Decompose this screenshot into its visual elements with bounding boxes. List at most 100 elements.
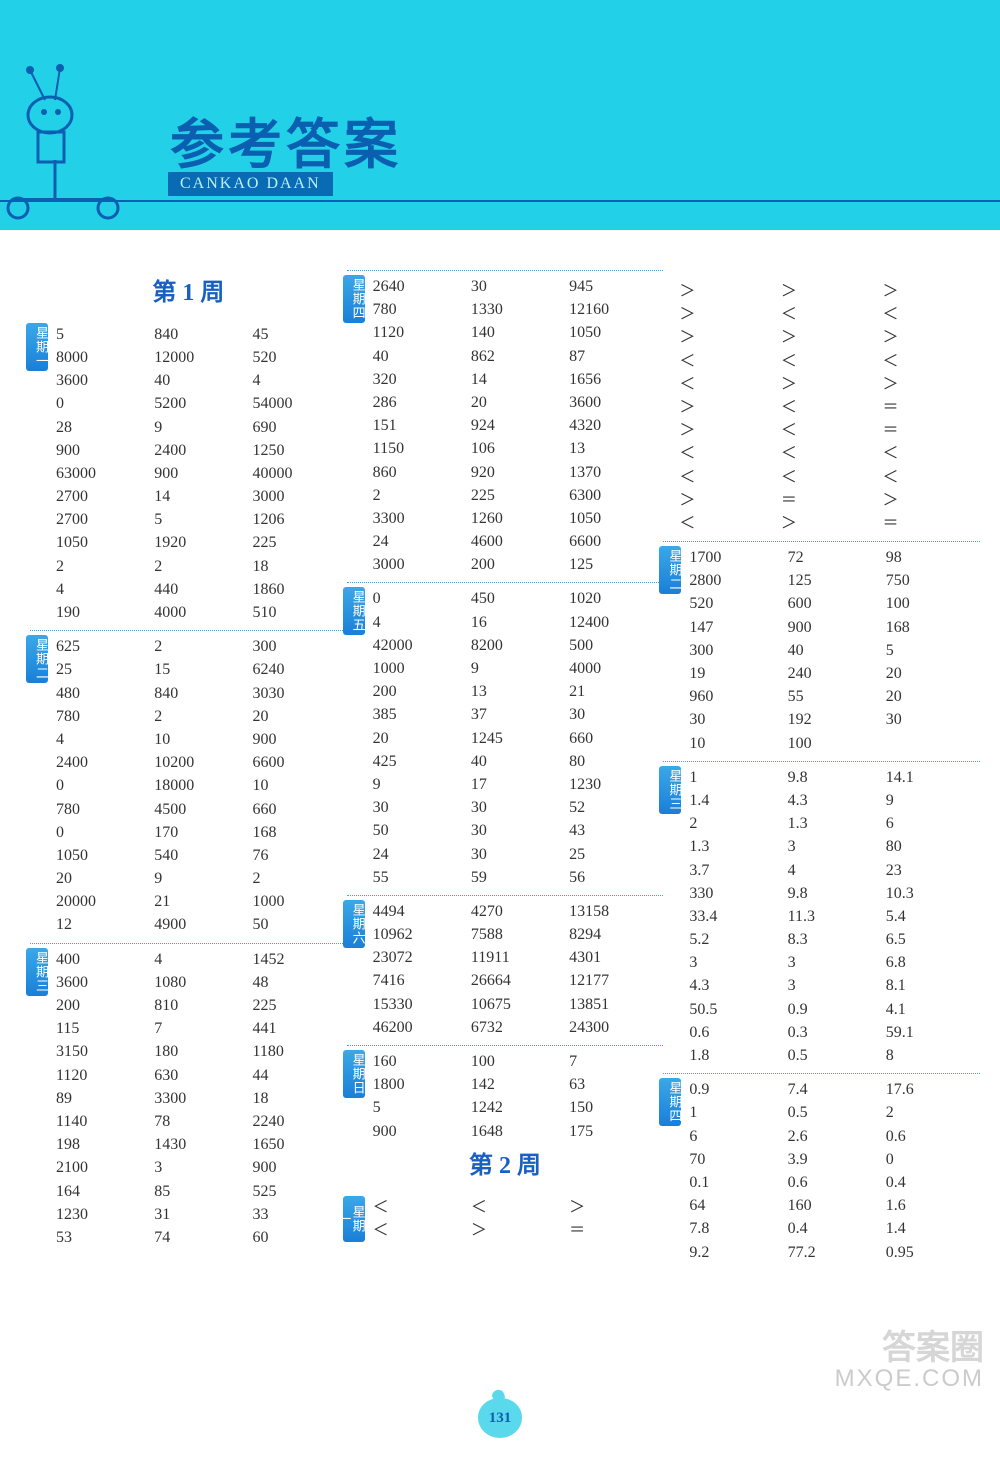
answer-cell: 4000: [150, 601, 248, 624]
answer-cell: 441: [248, 1017, 346, 1040]
answer-cell: 76: [248, 844, 346, 867]
answer-cell: 2100: [52, 1156, 150, 1179]
answer-cell: 9: [467, 657, 565, 680]
answer-cell: 1700: [685, 546, 783, 569]
answer-cell: 2640: [369, 275, 467, 298]
answer-cell: 660: [565, 727, 663, 750]
answer-cell: ＜: [878, 442, 980, 465]
answer-cell: 11.3: [784, 905, 882, 928]
answer-cell: 625: [52, 635, 150, 658]
answer-cell: 56: [565, 866, 663, 889]
answer-cell: 21: [565, 680, 663, 703]
answer-grid: 0.97.417.610.5262.60.6703.900.10.60.4641…: [685, 1078, 980, 1264]
answer-cell: 0: [52, 774, 150, 797]
answer-cell: 1000: [369, 657, 467, 680]
answer-cell: 43: [565, 819, 663, 842]
answer-cell: 510: [248, 601, 346, 624]
answer-cell: 1150: [369, 437, 467, 460]
answer-cell: 20000: [52, 890, 150, 913]
answer-cell: 2700: [52, 508, 150, 531]
answer-cell: 0.4: [784, 1217, 882, 1240]
answer-grid: 1601007180014263512421509001648175: [369, 1050, 664, 1143]
answer-cell: 4: [150, 948, 248, 971]
answer-cell: 80: [565, 750, 663, 773]
answer-cell: 1120: [52, 1064, 150, 1087]
answer-cell: 168: [248, 821, 346, 844]
answer-cell: 125: [565, 553, 663, 576]
answer-cell: 900: [369, 1120, 467, 1143]
answer-cell: 30: [369, 796, 467, 819]
page-header: 参考答案 CANKAO DAAN: [0, 0, 1000, 230]
answer-cell: ＜: [675, 512, 777, 535]
answer-cell: 15330: [369, 993, 467, 1016]
answer-cell: 1120: [369, 321, 467, 344]
answer-cell: 1: [685, 1101, 783, 1124]
answer-cell: 55: [784, 685, 882, 708]
answer-cell: 0.6: [882, 1125, 980, 1148]
answer-cell: 168: [882, 616, 980, 639]
answer-cell: 21: [150, 890, 248, 913]
answer-cell: 520: [248, 346, 346, 369]
answer-cell: 1.4: [685, 789, 783, 812]
answer-cell: 1330: [467, 298, 565, 321]
answer-cell: 750: [882, 569, 980, 592]
answer-cell: 1242: [467, 1096, 565, 1119]
answer-cell: 7416: [369, 969, 467, 992]
answer-cell: 4494: [369, 900, 467, 923]
answer-cell: 1080: [150, 971, 248, 994]
answer-cell: 11911: [467, 946, 565, 969]
answer-cell: 12177: [565, 969, 663, 992]
day-tab: 星期日: [343, 1050, 365, 1098]
answer-cell: 5: [52, 323, 150, 346]
answer-cell: ＝: [565, 1219, 663, 1242]
answer-cell: ＜: [878, 303, 980, 326]
answer-cell: 8.3: [784, 928, 882, 951]
answer-cell: 60: [248, 1226, 346, 1249]
answer-cell: 1050: [52, 531, 150, 554]
answer-cell: 3: [784, 835, 882, 858]
answer-cell: 12000: [150, 346, 248, 369]
answer-cell: 5: [882, 639, 980, 662]
answer-cell: 40: [784, 639, 882, 662]
answer-cell: 13: [467, 680, 565, 703]
answer-cell: 9: [150, 416, 248, 439]
answer-cell: 98: [882, 546, 980, 569]
answer-cell: 4000: [565, 657, 663, 680]
answer-cell: 780: [52, 705, 150, 728]
answer-cell: 17: [467, 773, 565, 796]
answer-grid: 4494427013158109627588829423072119114301…: [369, 900, 664, 1039]
answer-cell: 64: [685, 1194, 783, 1217]
answer-cell: 2400: [52, 751, 150, 774]
answer-cell: ＜: [777, 466, 879, 489]
answer-cell: ＞: [878, 280, 980, 303]
answer-cell: 2: [150, 555, 248, 578]
answer-cell: 46200: [369, 1016, 467, 1039]
answer-cell: 7.8: [685, 1217, 783, 1240]
answer-cell: 30: [467, 796, 565, 819]
answer-cell: 330: [685, 882, 783, 905]
answer-cell: 23: [882, 859, 980, 882]
answer-cell: 37: [467, 703, 565, 726]
answer-cell: 12400: [565, 611, 663, 634]
answer-cell: 440: [150, 578, 248, 601]
answer-cell: 18000: [150, 774, 248, 797]
answer-cell: [882, 732, 980, 755]
answer-cell: 26664: [467, 969, 565, 992]
answer-cell: ＜: [675, 350, 777, 373]
answer-cell: 190: [52, 601, 150, 624]
answer-grid: 1700729828001257505206001001479001683004…: [685, 546, 980, 755]
answer-cell: 3300: [150, 1087, 248, 1110]
answer-cell: 1.3: [685, 835, 783, 858]
answer-cell: 1140: [52, 1110, 150, 1133]
day-section: 星期四 264030945780133012160112014010504086…: [347, 270, 664, 576]
answer-cell: 30: [467, 819, 565, 842]
answer-cell: 900: [784, 616, 882, 639]
answer-cell: 14.1: [882, 766, 980, 789]
answer-cell: 2700: [52, 485, 150, 508]
day-section: 星期三 400414523600108048200810225115744131…: [30, 943, 347, 1249]
answer-cell: ＝: [878, 419, 980, 442]
answer-cell: 100: [882, 592, 980, 615]
answer-cell: 6600: [248, 751, 346, 774]
answer-cell: 0: [52, 821, 150, 844]
answer-cell: ＞: [675, 326, 777, 349]
